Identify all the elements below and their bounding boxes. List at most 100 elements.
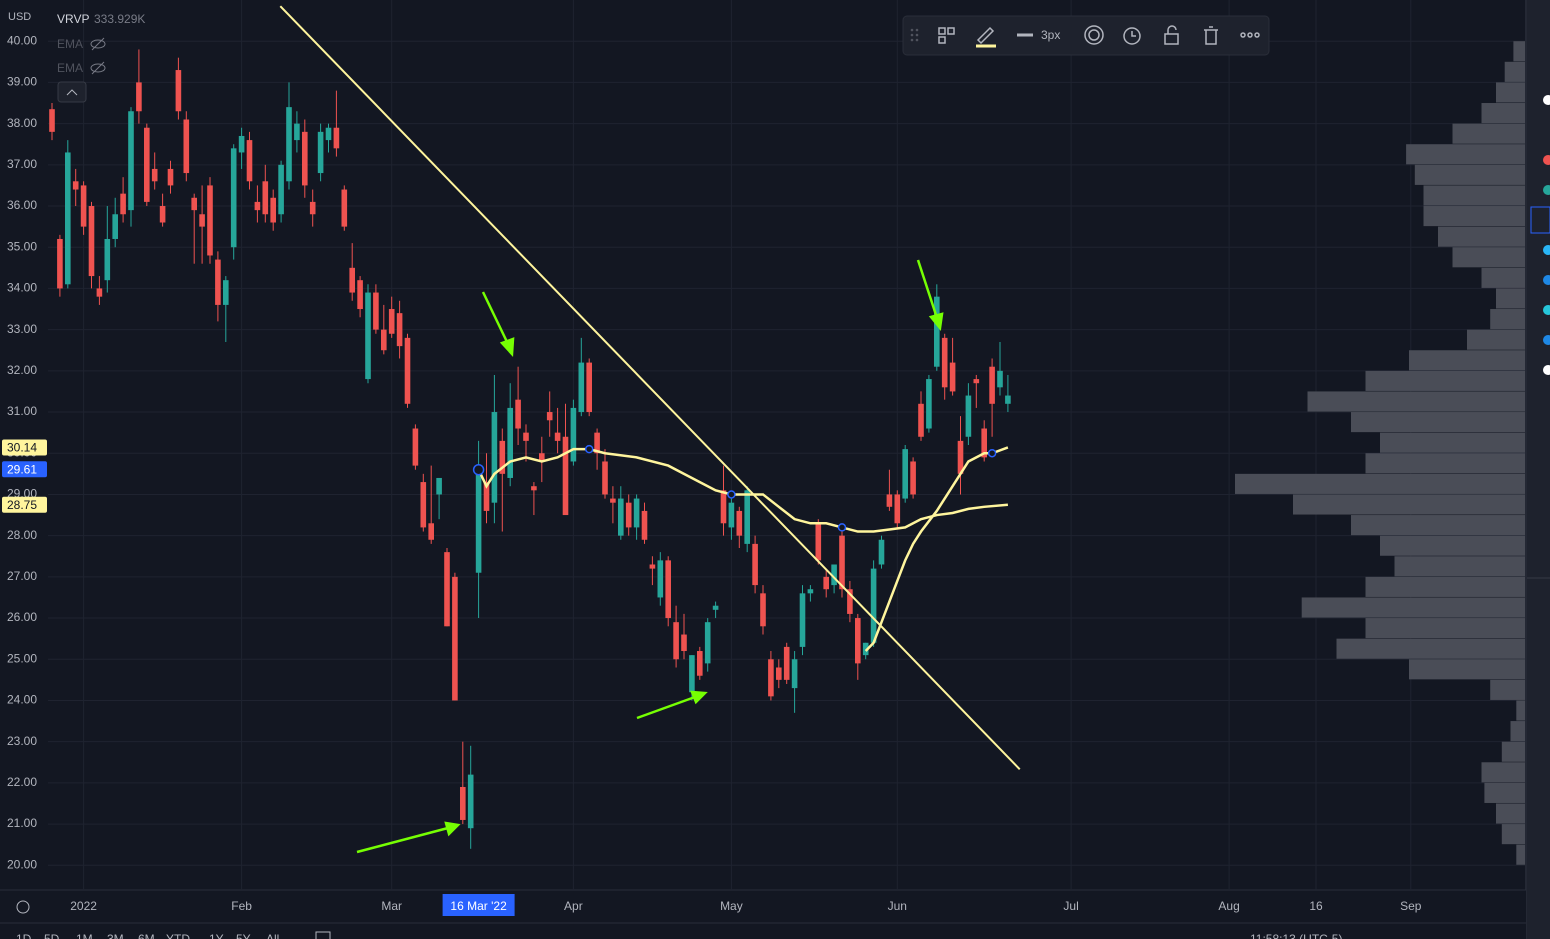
- candle-body: [420, 482, 427, 528]
- hidden-icons[interactable]: [90, 37, 106, 75]
- range-button[interactable]: 6M: [138, 932, 155, 939]
- toolbar-icons[interactable]: [938, 25, 1260, 45]
- candle-body: [1005, 395, 1011, 404]
- arrow: [916, 259, 939, 319]
- range-button[interactable]: 3M: [107, 932, 124, 939]
- candle-body: [309, 201, 316, 215]
- range-button[interactable]: All: [266, 932, 279, 939]
- indicator-name[interactable]: VRVP: [57, 12, 89, 26]
- candle-body: [870, 568, 877, 643]
- line-handle[interactable]: [987, 448, 997, 458]
- price-label: 28.75: [7, 498, 37, 512]
- drawing-toolbar: [902, 15, 1270, 56]
- volume-bar: [1510, 721, 1525, 742]
- panel-icon[interactable]: [1543, 245, 1550, 255]
- panel-icon[interactable]: [1543, 335, 1550, 345]
- volume-bar: [1365, 453, 1525, 474]
- arrow: [481, 291, 510, 345]
- candle-body: [388, 309, 395, 334]
- volume-bar: [1293, 494, 1525, 515]
- collapse-button[interactable]: [57, 81, 87, 103]
- panel-icon[interactable]: [1543, 95, 1550, 105]
- volume-bar: [1406, 144, 1525, 165]
- panel-icon[interactable]: [1543, 185, 1550, 195]
- candle-body: [839, 535, 845, 590]
- candle-body: [120, 193, 126, 215]
- candle-body: [349, 267, 355, 293]
- y-tick-label: 27.00: [7, 569, 37, 583]
- y-tick-label: 26.00: [7, 610, 37, 624]
- candle-body: [625, 502, 632, 528]
- candle-body: [373, 292, 379, 330]
- y-tick-label: 21.00: [7, 816, 37, 830]
- candle-body: [357, 280, 363, 310]
- candle-body: [159, 206, 166, 223]
- candle-body: [88, 206, 95, 277]
- volume-bar: [1423, 185, 1525, 206]
- panel-icon[interactable]: [1543, 155, 1550, 165]
- range-button[interactable]: 1D: [16, 932, 32, 939]
- candle-body: [412, 428, 419, 466]
- y-tick-label: 40.00: [7, 33, 37, 47]
- candle-body: [507, 407, 513, 478]
- candle-body: [49, 109, 55, 132]
- candle-body: [831, 564, 837, 586]
- y-tick-label: 24.00: [7, 693, 37, 707]
- panel-icon[interactable]: [1543, 305, 1550, 315]
- x-tick-label: Jun: [888, 899, 907, 913]
- line-handle[interactable]: [472, 463, 485, 476]
- candle-body: [712, 605, 719, 610]
- range-button[interactable]: 1Y: [209, 932, 224, 939]
- panel-icon[interactable]: [1543, 365, 1550, 375]
- candle-body: [286, 107, 292, 182]
- candle-body: [483, 482, 490, 511]
- candle-body: [886, 494, 893, 507]
- ema-label[interactable]: EMA: [57, 61, 83, 75]
- line-width[interactable]: 3px: [1041, 28, 1060, 42]
- y-tick-label: 39.00: [7, 75, 37, 89]
- candle-body: [444, 552, 450, 627]
- settings-icon[interactable]: [16, 900, 30, 914]
- indicator-value: 333.929K: [94, 12, 145, 26]
- y-tick-label: 37.00: [7, 157, 37, 171]
- candle-body: [72, 181, 79, 190]
- calendar-icon[interactable]: [315, 931, 331, 939]
- panel-selected[interactable]: [1530, 206, 1550, 234]
- candle-body: [720, 490, 727, 524]
- volume-bar: [1481, 103, 1525, 124]
- ema-label[interactable]: EMA: [57, 37, 83, 51]
- y-tick-label: 31.00: [7, 404, 37, 418]
- candle-body: [649, 564, 656, 569]
- line-handle[interactable]: [837, 523, 847, 532]
- drag-handle[interactable]: [910, 28, 919, 42]
- price-label: 29.61: [7, 462, 37, 476]
- y-tick-label: 23.00: [7, 734, 37, 748]
- volume-bar: [1516, 844, 1525, 865]
- line-handle[interactable]: [727, 490, 736, 499]
- range-button[interactable]: 5D: [44, 932, 60, 939]
- range-button[interactable]: 5Y: [236, 932, 251, 939]
- candle-body: [270, 197, 276, 223]
- trendline: [279, 5, 1021, 770]
- candle-body: [665, 560, 671, 619]
- volume-bar: [1351, 412, 1525, 433]
- candle-body: [230, 148, 237, 248]
- panel-icon[interactable]: [1543, 275, 1550, 285]
- volume-bar: [1496, 288, 1525, 309]
- range-button[interactable]: 1M: [76, 932, 93, 939]
- candle-body: [878, 539, 885, 565]
- ema-line: [477, 447, 1009, 533]
- x-tick-label: 2022: [70, 899, 97, 913]
- y-tick-label: 38.00: [7, 116, 37, 130]
- x-tick-label: May: [720, 899, 743, 913]
- volume-bar: [1380, 535, 1525, 556]
- candle-body: [957, 440, 964, 474]
- candle-body: [191, 197, 197, 211]
- candle-body: [151, 168, 158, 182]
- line-handle[interactable]: [584, 444, 594, 454]
- volume-bar: [1504, 61, 1525, 82]
- range-button[interactable]: YTD: [166, 932, 190, 939]
- currency[interactable]: USD: [8, 11, 31, 23]
- volume-bar: [1380, 432, 1525, 453]
